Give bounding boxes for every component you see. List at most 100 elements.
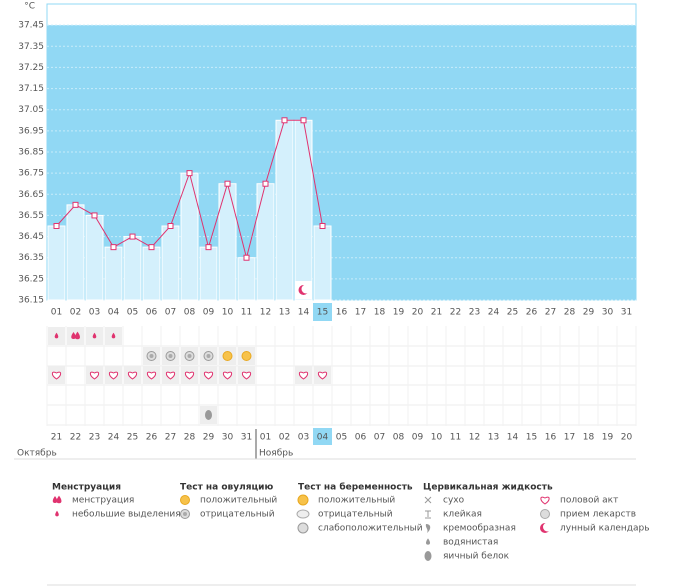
temperature-column bbox=[199, 246, 218, 301]
test-icon bbox=[206, 354, 211, 358]
drop-icon bbox=[425, 538, 431, 545]
date-label: 28 bbox=[184, 433, 196, 443]
date-label: 03 bbox=[298, 433, 309, 443]
date-label: 14 bbox=[507, 433, 519, 443]
drop-icon bbox=[111, 332, 116, 339]
legend-title: Тест на беременность bbox=[298, 482, 413, 493]
heart-icon bbox=[108, 371, 119, 380]
month-label: Октябрь bbox=[17, 449, 57, 459]
heart-icon bbox=[89, 371, 100, 380]
y-tick-label: 36.65 bbox=[18, 190, 44, 200]
heart-icon bbox=[540, 496, 550, 505]
date-label: 19 bbox=[602, 433, 614, 443]
egg-white-icon bbox=[205, 410, 212, 420]
day-label: 04 bbox=[108, 308, 120, 318]
day-label: 31 bbox=[621, 308, 632, 318]
y-tick-label: 36.35 bbox=[18, 253, 44, 263]
legend-label: менструация bbox=[72, 496, 134, 506]
legend-label: клейкая bbox=[443, 510, 482, 520]
day-label: 16 bbox=[336, 308, 348, 318]
legend-label: кремообразная bbox=[443, 524, 516, 534]
y-tick-label: 37.45 bbox=[18, 21, 44, 31]
day-label: 18 bbox=[374, 308, 386, 318]
date-label: 17 bbox=[564, 433, 575, 443]
day-label: 08 bbox=[184, 308, 196, 318]
temperature-column bbox=[47, 225, 66, 301]
y-tick-label: 37.35 bbox=[18, 42, 44, 52]
temperature-column bbox=[142, 246, 161, 301]
temperature-column bbox=[218, 183, 237, 301]
egg-white-icon bbox=[424, 551, 432, 561]
heart-icon bbox=[317, 371, 328, 380]
drop-icon bbox=[56, 495, 62, 504]
heart-icon bbox=[165, 371, 176, 380]
moon-icon bbox=[543, 522, 552, 532]
day-label: 10 bbox=[222, 308, 234, 318]
legend-label: яичный белок bbox=[443, 552, 510, 562]
day-label: 13 bbox=[279, 308, 290, 318]
legend-label: отрицательный bbox=[200, 510, 275, 520]
test-icon bbox=[297, 522, 309, 534]
test-icon bbox=[222, 351, 233, 361]
test-icon bbox=[149, 354, 154, 358]
date-label: 26 bbox=[146, 433, 158, 443]
legend-label: лунный календарь bbox=[560, 524, 650, 534]
day-label: 27 bbox=[545, 308, 556, 318]
day-label: 22 bbox=[450, 308, 461, 318]
temperature-point bbox=[300, 117, 307, 124]
day-label: 02 bbox=[70, 308, 81, 318]
temperature-column bbox=[85, 214, 104, 301]
temperature-point bbox=[319, 223, 326, 229]
temperature-point bbox=[72, 201, 79, 208]
y-tick-label: 37.25 bbox=[18, 63, 44, 73]
legend-label: прием лекарств bbox=[560, 510, 636, 520]
temperature-column bbox=[237, 257, 256, 301]
day-label: 15 bbox=[317, 308, 328, 318]
legend-title: Менструация bbox=[52, 483, 121, 493]
temperature-column bbox=[104, 246, 123, 301]
temperature-point bbox=[224, 180, 231, 187]
temperature-point bbox=[205, 244, 212, 251]
temperature-point bbox=[91, 212, 98, 219]
heart-icon bbox=[51, 371, 62, 380]
day-label: 19 bbox=[393, 308, 405, 318]
day-label: 24 bbox=[488, 308, 500, 318]
day-label: 14 bbox=[298, 308, 310, 318]
date-label: 15 bbox=[526, 433, 537, 443]
temperature-point bbox=[53, 223, 60, 229]
day-label: 07 bbox=[165, 308, 176, 318]
temperature-column bbox=[123, 236, 142, 301]
heart-icon bbox=[241, 371, 252, 380]
day-label: 25 bbox=[507, 308, 518, 318]
temperature-point bbox=[262, 180, 269, 187]
temperature-point bbox=[148, 244, 155, 251]
sticky-icon bbox=[425, 510, 431, 519]
date-label: 16 bbox=[545, 433, 557, 443]
y-tick-label: 37.05 bbox=[18, 105, 44, 115]
date-label: 01 bbox=[260, 433, 271, 443]
legend-label: сухо bbox=[443, 496, 465, 506]
temperature-point bbox=[281, 117, 288, 124]
y-tick-label: 36.85 bbox=[18, 148, 44, 158]
heart-icon bbox=[203, 371, 214, 380]
pill-icon bbox=[540, 509, 550, 519]
test-icon bbox=[187, 354, 192, 358]
y-tick-label: 36.25 bbox=[18, 274, 44, 284]
y-tick-label: 36.15 bbox=[18, 296, 44, 306]
date-label: 09 bbox=[412, 433, 424, 443]
day-label: 21 bbox=[431, 308, 442, 318]
dry-icon bbox=[424, 496, 432, 504]
legend-title: Тест на овуляцию bbox=[180, 483, 273, 493]
date-label: 13 bbox=[488, 433, 499, 443]
temperature-point bbox=[186, 170, 193, 177]
date-label: 24 bbox=[108, 433, 120, 443]
date-label: 31 bbox=[241, 433, 252, 443]
date-label: 04 bbox=[317, 433, 329, 443]
y-tick-label: 37.15 bbox=[18, 84, 44, 94]
temperature-column bbox=[161, 225, 180, 301]
drop-icon bbox=[75, 331, 80, 340]
test-icon bbox=[180, 495, 190, 505]
heart-icon bbox=[127, 371, 138, 380]
